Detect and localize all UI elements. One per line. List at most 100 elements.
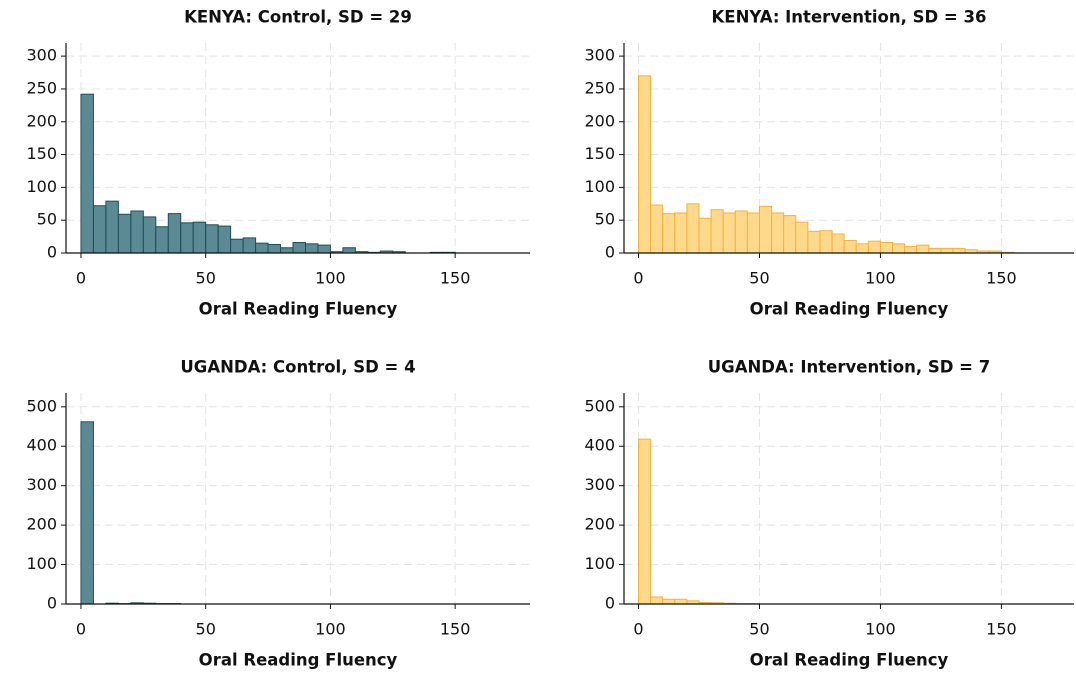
bar — [855, 243, 869, 254]
x-tick-label: 0 — [633, 269, 643, 288]
bar — [292, 242, 306, 254]
y-tick-label: 100 — [26, 177, 57, 196]
y-tick-label: 300 — [26, 46, 57, 65]
y-tick-label: 400 — [26, 436, 57, 455]
bar — [758, 205, 773, 254]
bar — [698, 217, 712, 254]
bar — [167, 213, 182, 254]
y-tick-label: 0 — [605, 243, 615, 262]
bar — [674, 212, 688, 254]
bar — [317, 244, 331, 254]
bar — [819, 230, 833, 254]
bar — [80, 93, 94, 254]
bar — [242, 237, 257, 254]
x-tick-label: 0 — [76, 620, 86, 639]
x-tick-label: 100 — [315, 269, 346, 288]
y-tick-label: 250 — [584, 78, 615, 97]
y-tick-label: 0 — [47, 243, 57, 262]
bar — [638, 438, 652, 605]
y-tick-label: 200 — [26, 515, 57, 534]
bar — [734, 210, 748, 254]
bar — [105, 200, 119, 254]
bar — [879, 242, 894, 254]
x-tick-label: 150 — [440, 269, 471, 288]
bar — [267, 243, 282, 254]
x-axis-label: Oral Reading Fluency — [750, 300, 949, 319]
y-tick-label: 150 — [584, 144, 615, 163]
bar — [638, 75, 652, 254]
bar — [807, 230, 821, 254]
bar — [255, 242, 269, 254]
bar — [205, 224, 219, 254]
x-tick-label: 50 — [749, 269, 769, 288]
y-tick-label: 500 — [26, 396, 57, 415]
bar — [940, 247, 954, 254]
bar — [117, 213, 132, 254]
bar — [783, 215, 797, 254]
bar — [662, 598, 676, 605]
y-tick-label: 0 — [605, 594, 615, 613]
bar — [916, 244, 930, 254]
bar — [342, 247, 356, 254]
bar — [304, 243, 319, 254]
bar — [180, 222, 194, 254]
bar — [710, 209, 724, 254]
bar — [928, 247, 942, 254]
bar — [843, 240, 857, 254]
bar — [674, 598, 688, 605]
bar — [217, 225, 232, 254]
bar — [686, 203, 700, 254]
bar — [771, 212, 785, 254]
x-tick-label: 100 — [865, 269, 896, 288]
y-tick-label: 200 — [26, 111, 57, 130]
x-tick-label: 100 — [865, 620, 896, 639]
bar — [142, 216, 157, 254]
y-tick-label: 100 — [584, 177, 615, 196]
bar — [230, 238, 244, 254]
bar — [130, 210, 144, 254]
y-tick-label: 400 — [584, 436, 615, 455]
x-tick-label: 50 — [196, 620, 216, 639]
bar — [952, 247, 966, 254]
x-tick-label: 50 — [196, 269, 216, 288]
bar — [722, 212, 736, 254]
x-axis-label: Oral Reading Fluency — [199, 651, 398, 670]
x-tick-label: 150 — [986, 620, 1017, 639]
x-tick-label: 100 — [315, 620, 346, 639]
bar — [280, 247, 294, 254]
bar — [795, 221, 809, 254]
bar — [867, 240, 881, 254]
bar — [80, 421, 94, 605]
bar — [904, 245, 918, 254]
bar — [892, 243, 906, 254]
chart-title: UGANDA: Control, SD = 4 — [180, 358, 415, 377]
y-tick-label: 100 — [26, 554, 57, 573]
bar — [192, 221, 207, 254]
y-tick-label: 500 — [584, 396, 615, 415]
y-tick-label: 200 — [584, 515, 615, 534]
x-tick-label: 0 — [76, 269, 86, 288]
y-tick-label: 100 — [584, 554, 615, 573]
x-axis-label: Oral Reading Fluency — [199, 300, 398, 319]
bar — [831, 233, 845, 254]
chart-title: KENYA: Control, SD = 29 — [184, 8, 412, 27]
y-tick-label: 150 — [26, 144, 57, 163]
x-tick-label: 150 — [986, 269, 1017, 288]
y-tick-label: 300 — [584, 475, 615, 494]
bar — [155, 226, 169, 254]
x-tick-label: 0 — [633, 620, 643, 639]
bar — [92, 205, 107, 254]
bar — [650, 204, 664, 254]
bar — [746, 212, 760, 254]
y-tick-label: 200 — [584, 111, 615, 130]
y-tick-label: 250 — [26, 78, 57, 97]
y-tick-label: 300 — [26, 475, 57, 494]
y-tick-label: 300 — [584, 46, 615, 65]
chart-title: UGANDA: Intervention, SD = 7 — [708, 358, 990, 377]
y-tick-label: 50 — [595, 210, 615, 229]
x-axis-label: Oral Reading Fluency — [750, 651, 949, 670]
bar — [662, 213, 676, 254]
x-tick-label: 150 — [440, 620, 471, 639]
y-tick-label: 50 — [37, 210, 57, 229]
